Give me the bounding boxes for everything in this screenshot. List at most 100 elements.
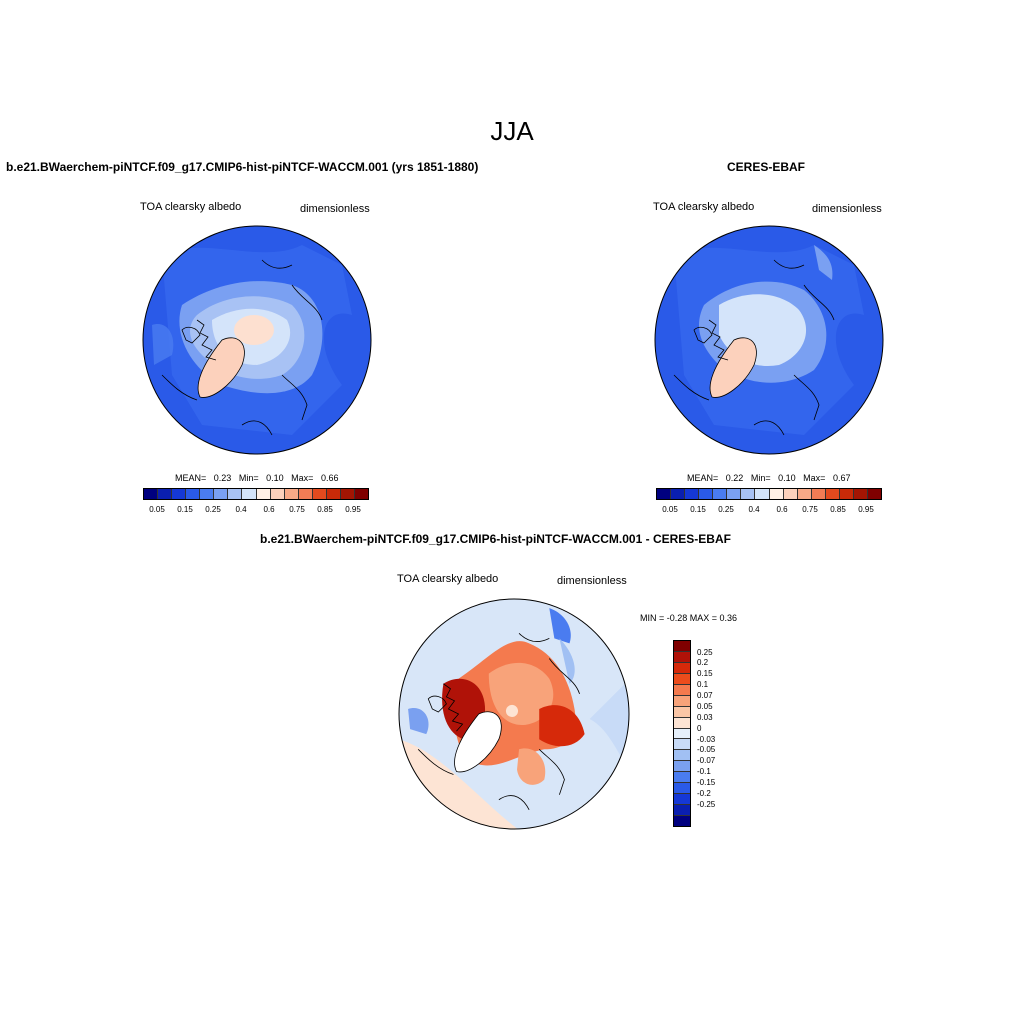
model-units-label: dimensionless bbox=[300, 203, 370, 215]
diff-colorbar-tick: 0.2 bbox=[697, 658, 709, 668]
model-min-label: Min= bbox=[238, 473, 259, 483]
model-colorbar-swatch bbox=[144, 489, 159, 499]
diff-colorbar-swatch bbox=[674, 805, 690, 816]
diff-map bbox=[398, 598, 630, 830]
obs-colorbar-swatch bbox=[825, 489, 840, 499]
model-colorbar-swatch bbox=[340, 489, 355, 499]
model-colorbar-tick: 0.05 bbox=[149, 505, 165, 514]
model-colorbar-swatch bbox=[228, 489, 243, 499]
obs-colorbar bbox=[656, 488, 882, 500]
model-mean-label: MEAN= bbox=[175, 473, 207, 483]
model-colorbar-tick: 0.25 bbox=[205, 505, 221, 514]
obs-colorbar-tick: 0.75 bbox=[802, 505, 818, 514]
obs-variable-label: TOA clearsky albedo bbox=[653, 201, 755, 213]
obs-mean-value: 0.22 bbox=[725, 473, 744, 483]
model-colorbar-tick: 0.75 bbox=[289, 505, 305, 514]
diff-colorbar-swatch bbox=[674, 794, 690, 806]
diff-colorbar-tick: 0.05 bbox=[697, 701, 713, 711]
diff-colorbar-tick: 0.25 bbox=[697, 647, 713, 657]
obs-min-value: 0.10 bbox=[778, 473, 796, 483]
diff-colorbar-tick: 0 bbox=[697, 723, 702, 733]
obs-panel-title: CERES-EBAF bbox=[727, 160, 806, 174]
diff-colorbar-tick: 0.03 bbox=[697, 712, 713, 722]
model-colorbar-tick: 0.85 bbox=[317, 505, 333, 514]
obs-colorbar-swatch bbox=[797, 489, 812, 499]
obs-min-label: Min= bbox=[750, 473, 771, 483]
model-colorbar-swatch bbox=[326, 489, 341, 499]
obs-colorbar-swatch bbox=[783, 489, 798, 499]
obs-colorbar-swatch bbox=[769, 489, 784, 499]
obs-colorbar-swatch bbox=[671, 489, 686, 499]
obs-colorbar-tick: 0.95 bbox=[858, 505, 874, 514]
obs-colorbar-swatch bbox=[853, 489, 868, 499]
diff-colorbar-swatch bbox=[674, 662, 690, 674]
model-colorbar-swatch bbox=[256, 489, 271, 499]
model-colorbar-ticks: 0.05 0.15 0.25 0.4 0.6 0.75 0.85 0.95 bbox=[143, 505, 367, 517]
diff-colorbar-tick: -0.05 bbox=[697, 745, 716, 755]
diff-colorbar-tick: 0.1 bbox=[697, 680, 709, 690]
obs-colorbar-swatch bbox=[741, 489, 756, 499]
model-colorbar-swatch bbox=[186, 489, 201, 499]
diff-colorbar-swatch bbox=[674, 761, 690, 773]
obs-mean-label: MEAN= bbox=[687, 473, 719, 483]
obs-colorbar-tick: 0.85 bbox=[830, 505, 846, 514]
model-colorbar-swatch bbox=[158, 489, 173, 499]
diff-colorbar bbox=[673, 640, 691, 827]
model-colorbar-swatch bbox=[312, 489, 327, 499]
obs-colorbar-swatch bbox=[699, 489, 714, 499]
obs-colorbar-swatch bbox=[685, 489, 700, 499]
diff-colorbar-swatch bbox=[674, 641, 690, 652]
diff-colorbar-swatch bbox=[674, 816, 690, 826]
diff-colorbar-swatch bbox=[674, 717, 690, 729]
obs-max-value: 0.67 bbox=[832, 473, 851, 483]
obs-units-label: dimensionless bbox=[812, 203, 882, 215]
model-colorbar-swatch bbox=[284, 489, 299, 499]
diff-colorbar-swatch bbox=[674, 783, 690, 795]
model-colorbar-tick: 0.6 bbox=[263, 505, 275, 514]
model-colorbar-tick: 0.15 bbox=[177, 505, 193, 514]
model-map bbox=[142, 225, 372, 455]
diff-colorbar-tick: -0.2 bbox=[697, 788, 711, 798]
diff-colorbar-tick: -0.15 bbox=[697, 778, 716, 788]
season-title: JJA bbox=[490, 116, 534, 146]
obs-colorbar-tick: 0.25 bbox=[718, 505, 734, 514]
diff-colorbar-tick: 0.07 bbox=[697, 691, 713, 701]
obs-colorbar-tick: 0.15 bbox=[690, 505, 706, 514]
model-colorbar-swatch bbox=[242, 489, 257, 499]
diff-units-label: dimensionless bbox=[557, 575, 627, 587]
diff-panel-title: b.e21.BWaerchem-piNTCF.f09_g17.CMIP6-his… bbox=[260, 532, 731, 546]
diff-colorbar-swatch bbox=[674, 695, 690, 707]
model-colorbar-swatch bbox=[200, 489, 215, 499]
diff-variable-label: TOA clearsky albedo bbox=[397, 573, 499, 585]
diff-colorbar-swatch bbox=[674, 651, 690, 663]
diff-colorbar-swatch bbox=[674, 728, 690, 740]
obs-colorbar-swatch bbox=[867, 489, 881, 499]
diff-colorbar-ticks: 0.25 0.2 0.15 0.1 0.07 0.05 0.03 0 -0.03 -0.05 -0.… bbox=[697, 640, 737, 825]
model-colorbar bbox=[143, 488, 369, 500]
obs-colorbar-swatch bbox=[657, 489, 672, 499]
model-panel-title: b.e21.BWaerchem-piNTCF.f09_g17.CMIP6-his… bbox=[6, 160, 479, 174]
obs-colorbar-swatch bbox=[727, 489, 742, 499]
obs-colorbar-swatch bbox=[713, 489, 728, 499]
diff-colorbar-tick: 0.15 bbox=[697, 669, 713, 679]
diff-colorbar-tick: -0.25 bbox=[697, 799, 716, 809]
obs-colorbar-swatch bbox=[811, 489, 826, 499]
diff-colorbar-swatch bbox=[674, 772, 690, 784]
model-colorbar-swatch bbox=[298, 489, 313, 499]
model-colorbar-tick: 0.95 bbox=[345, 505, 361, 514]
model-stats: MEAN= 0.23 Min= 0.10 Max= 0.66 bbox=[175, 473, 338, 483]
obs-colorbar-ticks: 0.05 0.15 0.25 0.4 0.6 0.75 0.85 0.95 bbox=[656, 505, 880, 517]
obs-map bbox=[654, 225, 884, 455]
obs-colorbar-swatch bbox=[755, 489, 770, 499]
model-max-label: Max= bbox=[291, 473, 314, 483]
diff-colorbar-swatch bbox=[674, 673, 690, 685]
model-min-value: 0.10 bbox=[266, 473, 284, 483]
diff-colorbar-tick: -0.1 bbox=[697, 767, 711, 777]
model-colorbar-swatch bbox=[214, 489, 229, 499]
model-max-value: 0.66 bbox=[320, 473, 339, 483]
diff-colorbar-swatch bbox=[674, 739, 690, 751]
model-colorbar-swatch bbox=[172, 489, 187, 499]
diff-colorbar-swatch bbox=[674, 684, 690, 696]
diff-colorbar-swatch bbox=[674, 750, 690, 762]
obs-stats: MEAN= 0.22 Min= 0.10 Max= 0.67 bbox=[687, 473, 850, 483]
